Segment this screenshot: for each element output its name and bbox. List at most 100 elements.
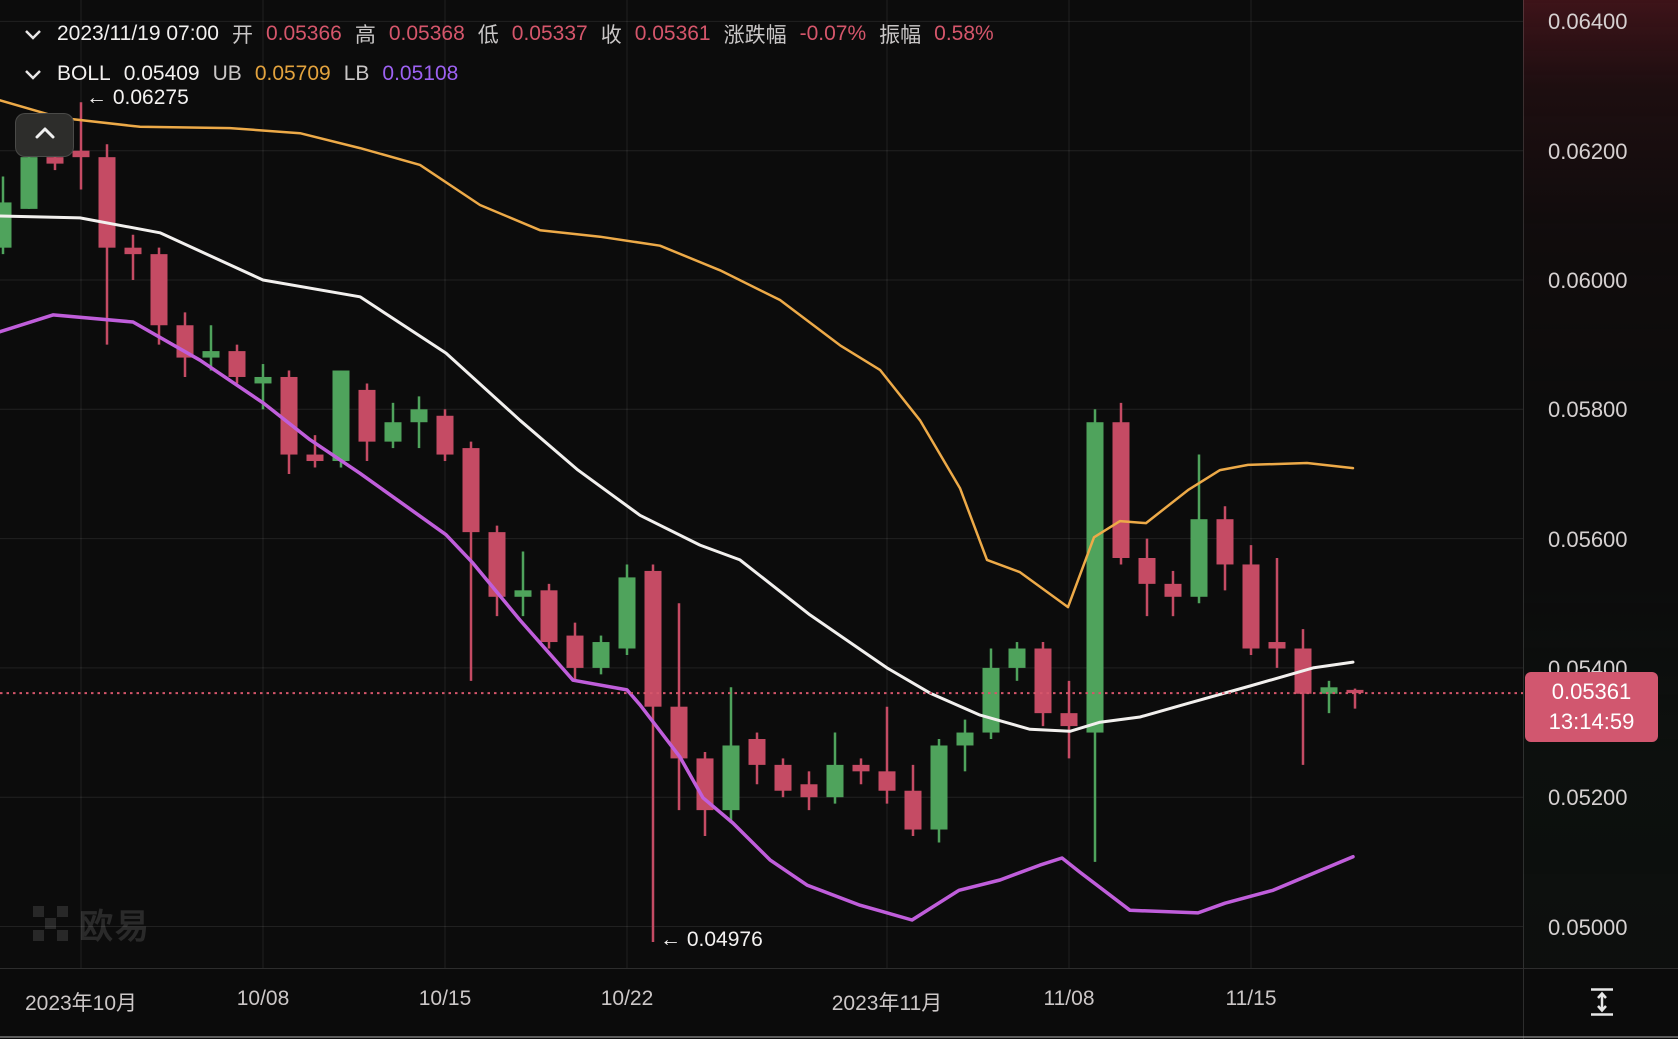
price-axis-label: 0.05600 <box>1548 526 1628 552</box>
boll-lower-band <box>0 313 1355 922</box>
lb-label: LB <box>343 62 370 85</box>
boll-upper-band <box>0 99 1355 609</box>
candle[interactable] <box>1242 564 1260 649</box>
candle[interactable] <box>514 590 532 597</box>
candle[interactable] <box>150 254 168 326</box>
candle[interactable] <box>540 590 558 643</box>
candle-countdown: 13:14:59 <box>1548 709 1635 734</box>
candle[interactable] <box>488 532 506 597</box>
boll-legend: BOLL 0.05409 UB 0.05709 LB 0.05108 <box>24 62 458 86</box>
time-axis-label: 10/15 <box>418 987 472 1010</box>
candle[interactable] <box>358 389 376 442</box>
candle[interactable] <box>800 784 818 798</box>
candle[interactable] <box>1138 557 1156 584</box>
close-value: 0.05361 <box>634 22 711 45</box>
candle[interactable] <box>254 376 272 384</box>
price-axis-label: 0.05800 <box>1548 397 1628 423</box>
candle[interactable] <box>332 370 350 462</box>
candle[interactable] <box>878 771 896 791</box>
watermark-text: 欧易 <box>79 908 151 946</box>
candle[interactable] <box>1008 648 1026 668</box>
candle[interactable] <box>774 764 792 791</box>
amplitude-label: 振幅 <box>879 24 922 47</box>
screen-edge-line <box>0 1036 1678 1038</box>
candle[interactable] <box>722 745 740 811</box>
price-axis-label: 0.06200 <box>1548 138 1628 164</box>
candle[interactable] <box>748 739 766 765</box>
price-axis-label: 0.06400 <box>1548 9 1628 35</box>
candle[interactable] <box>1034 648 1052 714</box>
candle[interactable] <box>1346 689 1364 694</box>
last-price-value: 0.05361 <box>1551 679 1632 704</box>
candle[interactable] <box>228 351 246 377</box>
boll-middle-band <box>0 214 1355 733</box>
candle[interactable] <box>644 570 662 707</box>
fit-scale-icon[interactable] <box>1589 987 1615 1022</box>
candle[interactable] <box>1268 642 1286 649</box>
candle[interactable] <box>98 157 116 248</box>
candle[interactable] <box>20 157 38 209</box>
candle[interactable] <box>1164 583 1182 597</box>
chevron-up-icon <box>34 126 56 144</box>
candle[interactable] <box>670 706 688 759</box>
candle[interactable] <box>592 642 610 668</box>
time-axis[interactable]: 2023年10月 10/08 10/15 10/22 2023年11月 11/08 11/1… <box>0 968 1678 1039</box>
candle[interactable] <box>904 790 922 830</box>
candlestick-chart[interactable] <box>0 0 1523 968</box>
candle[interactable] <box>436 415 454 455</box>
high-price-annotation: ← 0.06275 <box>86 86 189 109</box>
chevron-down-icon[interactable] <box>24 29 42 40</box>
amplitude-value: 0.58% <box>934 22 994 45</box>
last-price-badge: 0.05361 13:14:59 <box>1525 672 1658 742</box>
close-label: 收 <box>600 24 622 47</box>
price-axis-label: 0.05000 <box>1548 914 1628 940</box>
ub-value: 0.05709 <box>254 62 331 85</box>
change-label: 涨跌幅 <box>723 24 787 47</box>
price-axis-label: 0.06000 <box>1548 268 1628 293</box>
time-axis-label: 2023年10月 <box>24 992 138 1015</box>
candle[interactable] <box>202 351 220 358</box>
chevron-down-icon[interactable] <box>24 69 42 80</box>
time-axis-label: 11/15 <box>1225 987 1277 1010</box>
candle[interactable] <box>46 157 64 164</box>
candle[interactable] <box>566 635 584 668</box>
candle[interactable] <box>1320 687 1338 694</box>
candle[interactable] <box>1112 422 1130 558</box>
candle[interactable] <box>956 732 974 746</box>
low-value: 0.05337 <box>511 22 588 45</box>
price-axis[interactable]: 0.05361 13:14:59 0.06400 0.06200 0.06000 0.… <box>1523 0 1678 968</box>
candle[interactable] <box>384 422 402 442</box>
time-axis-label: 10/08 <box>236 987 290 1010</box>
candle-datetime: 2023/11/19 07:00 <box>57 22 219 45</box>
time-axis-label: 2023年11月 <box>831 992 943 1015</box>
candle[interactable] <box>1216 519 1234 565</box>
candle[interactable] <box>618 577 636 649</box>
open-label: 开 <box>231 24 253 47</box>
open-value: 0.05366 <box>265 22 342 45</box>
candle[interactable] <box>124 247 142 255</box>
candle[interactable] <box>462 448 480 533</box>
time-axis-label: 11/08 <box>1043 987 1095 1010</box>
time-axis-label: 10/22 <box>600 987 654 1010</box>
candle[interactable] <box>410 409 428 423</box>
candle[interactable] <box>1060 713 1078 727</box>
candle[interactable] <box>0 202 12 248</box>
boll-label: BOLL <box>57 62 111 85</box>
candle[interactable] <box>826 764 844 798</box>
high-value: 0.05368 <box>388 22 465 45</box>
lb-value: 0.05108 <box>382 62 459 85</box>
candle[interactable] <box>280 376 298 455</box>
candle[interactable] <box>930 745 948 830</box>
candle[interactable] <box>72 150 90 158</box>
okx-logo-icon <box>33 905 69 942</box>
high-label: 高 <box>354 24 376 47</box>
candle[interactable] <box>306 454 324 462</box>
candle[interactable] <box>982 667 1000 733</box>
candle[interactable] <box>852 764 870 772</box>
collapse-legend-button[interactable] <box>15 113 74 157</box>
candle[interactable] <box>1086 422 1104 733</box>
okx-watermark: 欧易 <box>33 899 151 948</box>
candle[interactable] <box>1190 519 1208 597</box>
low-price-annotation: ← 0.04976 <box>660 928 763 951</box>
axis-corner <box>1523 969 1678 1039</box>
